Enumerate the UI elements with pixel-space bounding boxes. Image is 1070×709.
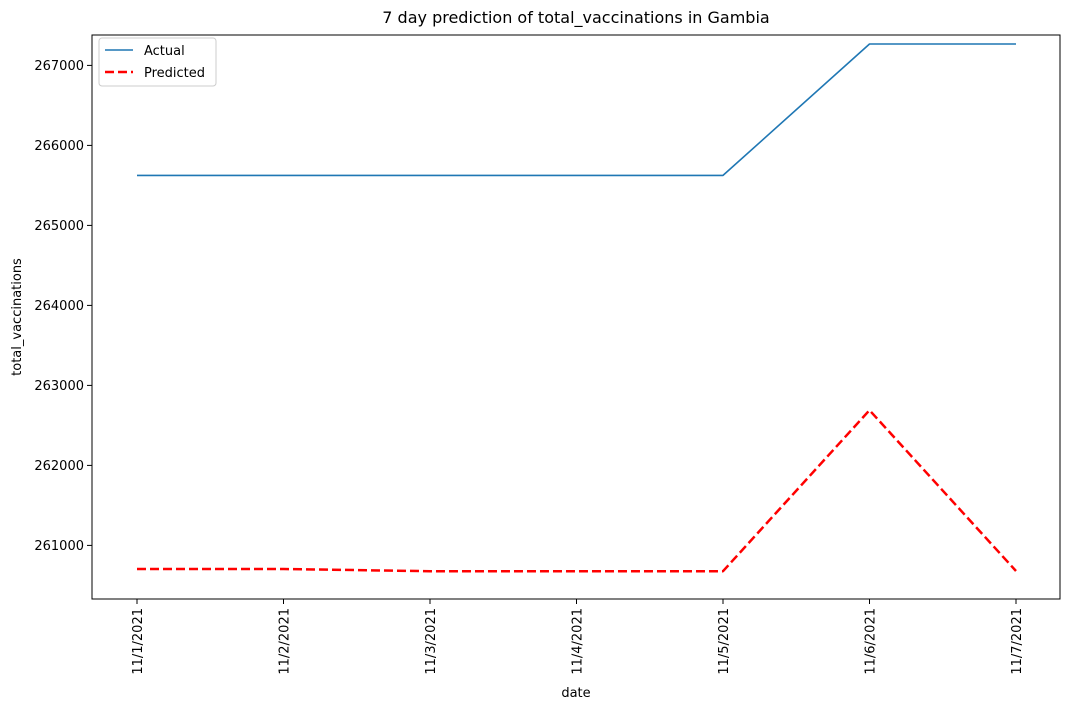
x-tick-label: 11/7/2021 [1010, 608, 1025, 675]
y-tick-label: 266000 [34, 139, 84, 154]
x-axis: 11/1/2021 11/2/2021 11/3/2021 11/4/2021 11/5… [131, 599, 1025, 675]
chart-title: 7 day prediction of total_vaccinations i… [382, 8, 769, 28]
y-tick-label: 261000 [34, 539, 84, 554]
legend-label-predicted: Predicted [144, 66, 205, 81]
series-line-predicted [137, 408, 1017, 573]
y-axis-title: total_vaccinations [10, 258, 25, 376]
x-tick-label: 11/2/2021 [278, 608, 293, 675]
legend-label-actual: Actual [144, 44, 185, 59]
y-tick-label: 265000 [34, 219, 84, 234]
y-tick-label: 264000 [34, 299, 84, 314]
legend: Actual Predicted [98, 37, 217, 87]
x-tick-label: 11/4/2021 [571, 608, 586, 675]
series-line-actual [137, 43, 1016, 177]
y-tick-label: 267000 [34, 59, 84, 74]
y-tick-label: 262000 [34, 459, 84, 474]
series-layer [137, 43, 1017, 573]
y-tick-label: 263000 [34, 379, 84, 394]
x-axis-title: date [561, 686, 590, 701]
x-tick-label: 11/5/2021 [717, 608, 732, 675]
x-tick-label: 11/3/2021 [424, 608, 439, 675]
x-tick-label: 11/6/2021 [864, 608, 879, 675]
x-tick-label: 11/1/2021 [131, 608, 146, 675]
y-axis: 261000 262000 263000 264000 265000 266000 2670… [34, 59, 92, 554]
